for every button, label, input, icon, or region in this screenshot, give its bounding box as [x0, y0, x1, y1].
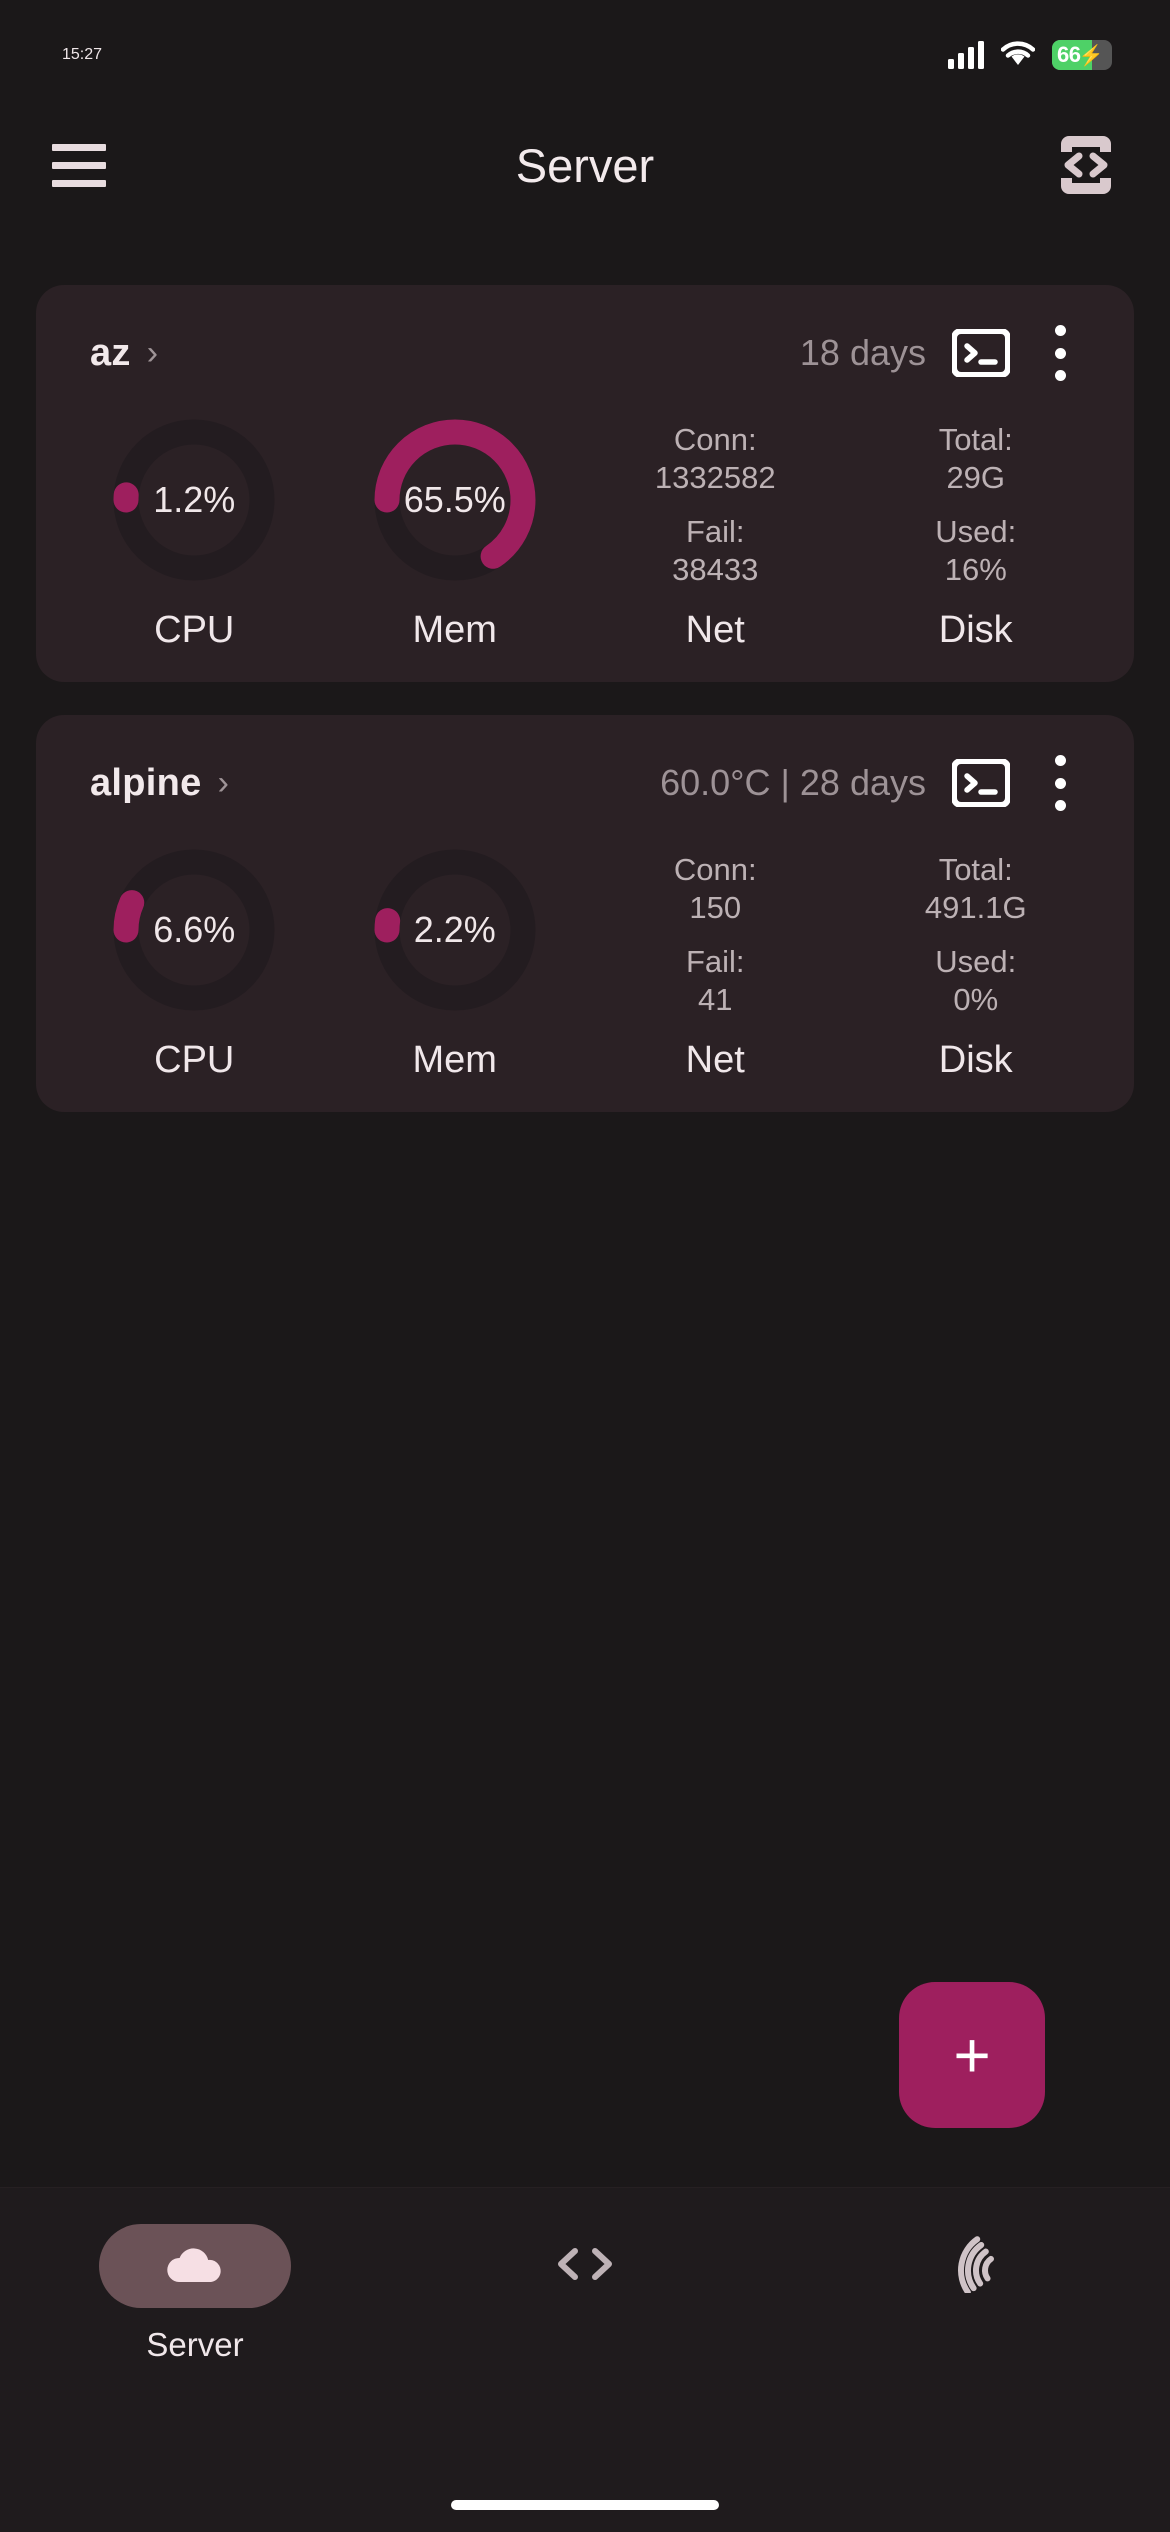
cloud-icon — [163, 2242, 227, 2291]
cpu-value: 6.6% — [153, 909, 236, 950]
disk-used-key: Used: — [935, 944, 1017, 979]
server-name[interactable]: az — [90, 331, 131, 374]
net-stats: Conn: 150 Fail: 41 — [585, 847, 846, 1016]
mem-label: Mem — [412, 1039, 497, 1081]
net-label: Net — [685, 1039, 745, 1081]
wifi-icon — [1000, 40, 1036, 71]
disk-used-key: Used: — [935, 514, 1017, 549]
server-name[interactable]: alpine — [90, 761, 202, 804]
cpu-label: CPU — [154, 1039, 235, 1081]
more-vertical-icon[interactable] — [1038, 325, 1082, 381]
disk-label: Disk — [938, 609, 1013, 651]
terminal-icon[interactable] — [951, 758, 1011, 808]
metric-mem: 2.2% Mem — [325, 847, 586, 1082]
terminal-icon[interactable] — [951, 328, 1011, 378]
metric-disk: Total: 29G Used: 16% Disk — [846, 417, 1107, 652]
server-card-header: az › 18 days — [36, 323, 1134, 383]
disk-total-key: Total: — [938, 422, 1013, 458]
disk-label: Disk — [938, 1039, 1013, 1081]
battery-icon: 66 ⚡ — [1052, 40, 1112, 70]
cpu-label: CPU — [154, 609, 235, 651]
disk-total-value: 491.1G — [924, 890, 1027, 926]
disk-used-value: 0% — [953, 981, 999, 1017]
net-label: Net — [685, 609, 745, 651]
metric-cpu: 6.6% CPU — [64, 847, 325, 1082]
disk-total-value: 29G — [946, 460, 1006, 496]
disk-used-value: 16% — [944, 551, 1007, 587]
phone-code-icon[interactable] — [1054, 133, 1118, 197]
disk-total-key: Total: — [938, 852, 1013, 888]
server-temp-uptime-label: 60.0°C | 28 days — [660, 762, 926, 803]
net-conn-key: Conn: — [673, 852, 757, 888]
battery-percent-label: 66 — [1057, 42, 1081, 67]
net-conn-value: 1332582 — [654, 460, 776, 496]
nav-pill-signal — [879, 2224, 1071, 2308]
metric-net: Conn: 150 Fail: 41 Net — [585, 847, 846, 1082]
server-card[interactable]: az › 18 days 1.2% — [36, 285, 1134, 682]
server-metrics: 1.2% CPU 65.5% Mem Conn: 1332582 — [36, 417, 1134, 652]
cpu-gauge: 6.6% — [111, 847, 277, 1013]
net-fail-value: 41 — [698, 981, 733, 1017]
net-conn-key: Conn: — [673, 422, 757, 458]
metric-mem: 65.5% Mem — [325, 417, 586, 652]
chevron-right-icon[interactable]: › — [146, 334, 159, 372]
hamburger-menu-icon[interactable] — [52, 134, 114, 196]
metric-disk: Total: 491.1G Used: 0% Disk — [846, 847, 1107, 1082]
disk-stats: Total: 29G Used: 16% — [846, 417, 1107, 586]
server-card-list: az › 18 days 1.2% — [0, 285, 1170, 1145]
nav-pill-server — [99, 2224, 291, 2308]
status-bar: 15:27 66 ⚡ — [0, 0, 1170, 110]
mem-label: Mem — [412, 609, 497, 651]
cpu-value: 1.2% — [153, 479, 236, 520]
bottom-navigation: Server — [0, 2187, 1170, 2532]
net-stats: Conn: 1332582 Fail: 38433 — [585, 417, 846, 586]
nav-pill-code — [489, 2224, 681, 2308]
nav-item-code[interactable] — [390, 2224, 780, 2326]
status-indicators: 66 ⚡ — [948, 40, 1112, 71]
mem-value: 65.5% — [403, 479, 506, 520]
status-time: 15:27 — [62, 46, 103, 63]
net-fail-key: Fail: — [685, 944, 745, 979]
metric-net: Conn: 1332582 Fail: 38433 Net — [585, 417, 846, 652]
page-title: Server — [515, 138, 655, 192]
net-fail-key: Fail: — [685, 514, 745, 549]
home-indicator — [451, 2500, 719, 2510]
chevron-right-icon[interactable]: › — [217, 764, 229, 802]
mem-gauge: 65.5% — [372, 417, 538, 583]
nav-item-signal[interactable] — [780, 2224, 1170, 2326]
nav-item-server[interactable]: Server — [0, 2224, 390, 2364]
server-metrics: 6.6% CPU 2.2% Mem Conn: 150 Fa — [36, 847, 1134, 1082]
charging-bolt-icon: ⚡ — [1078, 44, 1104, 67]
cpu-gauge: 1.2% — [111, 417, 277, 583]
code-brackets-icon — [549, 2241, 621, 2292]
server-card[interactable]: alpine › 60.0°C | 28 days 6.6% — [36, 715, 1134, 1112]
signal-waves-icon — [943, 2235, 1007, 2298]
mem-value: 2.2% — [413, 909, 496, 950]
plus-icon: + — [953, 2019, 991, 2091]
add-server-fab[interactable]: + — [899, 1982, 1045, 2128]
cellular-signal-icon — [948, 41, 984, 69]
mem-gauge: 2.2% — [372, 847, 538, 1013]
more-vertical-icon[interactable] — [1038, 755, 1082, 811]
app-bar: Server — [0, 110, 1170, 220]
disk-stats: Total: 491.1G Used: 0% — [846, 847, 1107, 1016]
metric-cpu: 1.2% CPU — [64, 417, 325, 652]
server-uptime-label: 18 days — [799, 332, 926, 373]
net-fail-value: 38433 — [672, 551, 759, 587]
net-conn-value: 150 — [689, 890, 742, 926]
nav-label-server: Server — [146, 2326, 244, 2363]
server-card-header: alpine › 60.0°C | 28 days — [36, 753, 1134, 813]
